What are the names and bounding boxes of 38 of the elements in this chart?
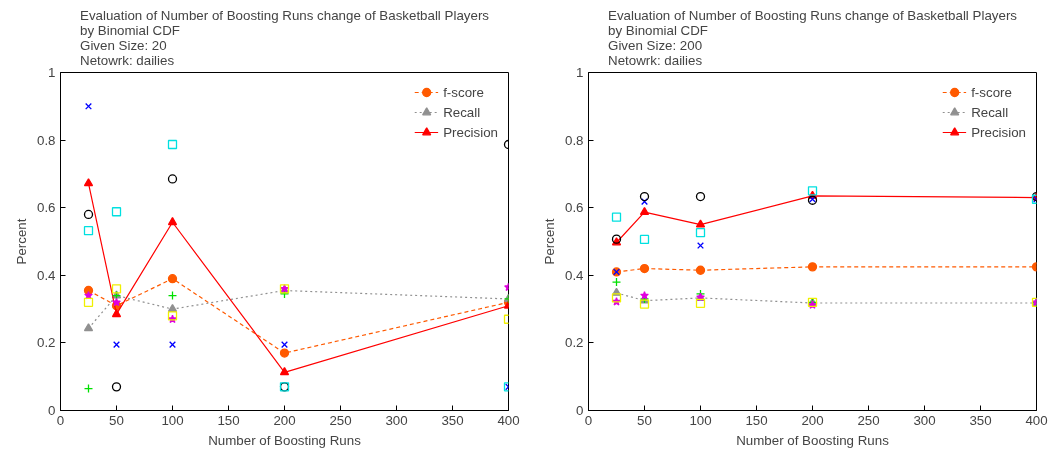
x-tick-label: 350 bbox=[441, 412, 464, 428]
x-tick-label: 100 bbox=[161, 412, 184, 428]
x-axis-title: Number of Boosting Runs bbox=[736, 432, 890, 448]
x-tick-label: 300 bbox=[913, 412, 936, 428]
x-tick-label: 150 bbox=[217, 412, 240, 428]
legend-label: f-score bbox=[443, 84, 484, 100]
x-tick-label: 250 bbox=[329, 412, 352, 428]
y-tick-label: 1 bbox=[48, 65, 56, 80]
x-tick-label: 250 bbox=[857, 412, 880, 428]
x-tick-label: 50 bbox=[109, 412, 124, 428]
x-axis-title: Number of Boosting Runs bbox=[208, 432, 362, 448]
chart-title: Evaluation of Number of Boosting Runs change of Basketball Players by Binomial CDF Given Size: 200 Netowrk: dailies bbox=[608, 7, 1018, 68]
x-tick-label: 400 bbox=[497, 412, 520, 428]
legend-label: Recall bbox=[443, 104, 481, 120]
x-tick-label: 100 bbox=[689, 412, 712, 428]
y-axis-title: Percent bbox=[13, 218, 29, 265]
y-tick-label: 0.8 bbox=[36, 132, 56, 148]
y-tick-label: 0.2 bbox=[36, 335, 56, 351]
y-tick-label: 0.6 bbox=[36, 200, 56, 216]
y-tick-label: 0.8 bbox=[564, 132, 584, 148]
y-tick-label: 0.2 bbox=[564, 335, 584, 351]
y-tick-label: 0.4 bbox=[36, 267, 57, 283]
y-tick-label: 0.6 bbox=[564, 200, 584, 216]
legend-label: Precision bbox=[971, 124, 1026, 140]
chart-title: Evaluation of Number of Boosting Runs change of Basketball Players by Binomial CDF Given Size: 20 Netowrk: dailies bbox=[80, 7, 490, 68]
x-tick-label: 350 bbox=[969, 412, 992, 428]
legend-label: Precision bbox=[443, 124, 498, 140]
y-tick-label: 0.4 bbox=[564, 267, 585, 283]
legend-label: Recall bbox=[971, 104, 1009, 120]
x-tick-label: 400 bbox=[1025, 412, 1048, 428]
y-axis-title: Percent bbox=[541, 218, 557, 265]
legend-label: f-score bbox=[971, 84, 1012, 100]
y-tick-label: 1 bbox=[576, 65, 584, 80]
x-tick-label: 150 bbox=[745, 412, 768, 428]
x-tick-label: 200 bbox=[273, 412, 296, 428]
x-tick-label: 300 bbox=[385, 412, 408, 428]
x-tick-label: 200 bbox=[801, 412, 824, 428]
x-tick-label: 50 bbox=[637, 412, 652, 428]
